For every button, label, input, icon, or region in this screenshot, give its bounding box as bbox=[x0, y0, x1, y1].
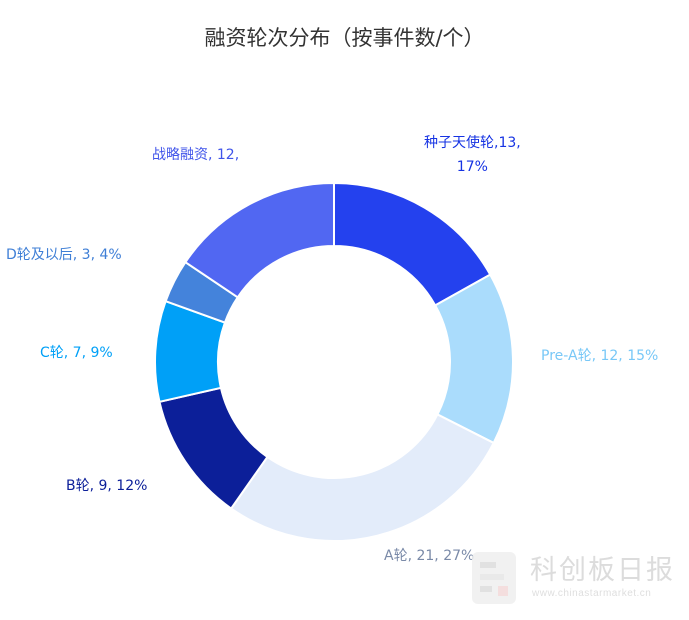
chart-title: 融资轮次分布（按事件数/个） bbox=[204, 26, 485, 50]
slice-label-text: A轮, 21, 27% bbox=[384, 548, 475, 564]
slice-label-text: D轮及以后, 3, 4% bbox=[6, 247, 122, 263]
slice-label-3: B轮, 9, 12% bbox=[66, 476, 147, 496]
watermark: 科创板日报 www.chinastarmarket.cn bbox=[470, 548, 680, 610]
slice-label-text: B轮, 9, 12% bbox=[66, 478, 148, 494]
slice-label-6: 战略融资, 12, bbox=[152, 145, 239, 165]
slice-label-5: D轮及以后, 3, 4% bbox=[6, 245, 122, 265]
slice-label-percent: 17% bbox=[456, 159, 488, 175]
slice-label-2: A轮, 21, 27% bbox=[384, 546, 474, 566]
donut-slice-2 bbox=[229, 413, 496, 542]
donut-slice-1 bbox=[433, 273, 514, 445]
slice-label-text: 种子天使轮,13, bbox=[424, 135, 521, 151]
slice-label-1: Pre-A轮, 12, 15% bbox=[541, 346, 658, 366]
watermark-logo-icon bbox=[472, 552, 516, 604]
slice-label-0: 种子天使轮,13, 17% bbox=[424, 133, 521, 177]
slice-label-text: 战略融资, 12, bbox=[152, 147, 240, 163]
watermark-url: www.chinastarmarket.cn bbox=[532, 588, 652, 599]
watermark-brand: 科创板日报 bbox=[530, 555, 675, 586]
slice-label-text: C轮, 7, 9% bbox=[40, 345, 113, 361]
donut-slice-6 bbox=[184, 181, 335, 299]
slice-label-4: C轮, 7, 9% bbox=[40, 343, 113, 363]
slice-label-text: Pre-A轮, 12, 15% bbox=[541, 348, 659, 364]
